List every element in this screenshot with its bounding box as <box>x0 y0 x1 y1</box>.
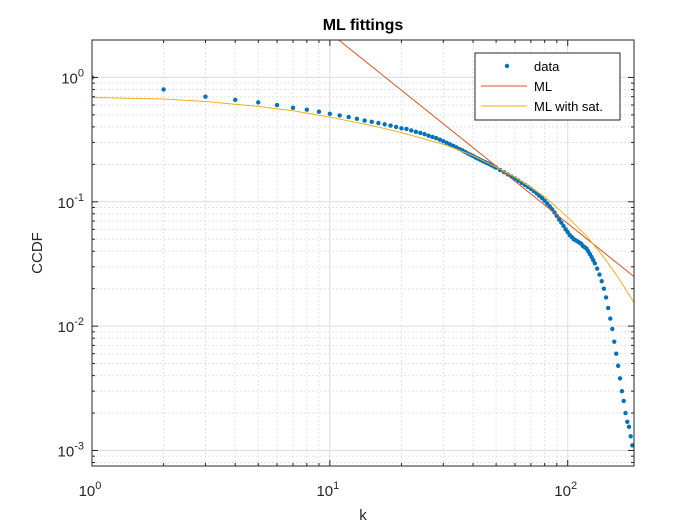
data-point <box>601 286 607 291</box>
data-point <box>594 266 600 271</box>
data-point <box>617 376 623 381</box>
tick-marks <box>91 39 634 466</box>
data-point <box>556 217 562 222</box>
tick-labels: 100 101 102 10-3 10-2 10-1 100 <box>58 67 578 500</box>
data-point <box>304 107 309 112</box>
data-point <box>437 137 443 142</box>
y-tick-label: 10-3 <box>58 440 84 460</box>
data-point <box>444 140 449 146</box>
y-axis-label: CCDF <box>29 232 46 274</box>
legend-label-data: data <box>534 59 560 74</box>
data-point <box>559 220 564 225</box>
x-axis-label: k <box>359 507 367 524</box>
series-layer <box>92 40 634 448</box>
series-line-1 <box>338 40 634 278</box>
chart-title: ML fittings <box>323 17 404 34</box>
data-point <box>316 109 322 114</box>
plot-box <box>91 39 635 467</box>
data-point <box>547 204 552 209</box>
data-point <box>413 129 419 135</box>
data-point <box>399 126 404 131</box>
data-point <box>382 122 387 127</box>
data-point <box>628 434 633 439</box>
data-point <box>354 116 360 121</box>
data-point <box>545 201 550 206</box>
data-point <box>630 443 634 448</box>
data-point <box>430 134 435 140</box>
legend-label-ml: ML <box>534 79 552 94</box>
data-point <box>505 172 511 177</box>
data-point <box>393 124 399 130</box>
data-point <box>592 261 597 266</box>
data-point <box>203 94 208 99</box>
y-tick-label: 100 <box>61 67 84 87</box>
data-point <box>621 398 626 404</box>
x-tick-label: 100 <box>79 480 102 500</box>
data-point <box>615 363 621 368</box>
data-point <box>441 139 446 144</box>
data-point <box>422 131 427 137</box>
x-tick-label: 102 <box>554 480 577 500</box>
legend-marker-data <box>504 63 510 69</box>
data-point <box>591 257 596 263</box>
data-point <box>388 123 393 128</box>
data-point <box>623 410 628 416</box>
data-point <box>610 326 615 332</box>
data-point <box>404 126 409 132</box>
data-point <box>327 111 333 116</box>
data-point <box>561 223 566 229</box>
data-point <box>599 278 604 284</box>
data-point <box>606 305 611 311</box>
data-point <box>612 339 617 344</box>
data-point <box>346 114 351 120</box>
legend-label-ml-sat: ML with sat. <box>534 99 603 114</box>
data-point <box>619 388 625 394</box>
x-tick-label: 101 <box>316 480 339 500</box>
data-point <box>256 100 261 105</box>
data-point <box>597 272 602 277</box>
data-point <box>608 316 613 321</box>
data-point <box>434 135 439 141</box>
data-point <box>369 119 374 124</box>
data-point <box>626 424 632 429</box>
data-point <box>161 87 166 92</box>
data-point <box>418 130 423 136</box>
data-point <box>603 295 609 300</box>
y-tick-label: 10-1 <box>58 192 84 212</box>
data-point <box>614 351 619 356</box>
series-line-2 <box>92 96 634 303</box>
data-point <box>362 118 367 123</box>
data-point <box>376 120 381 126</box>
data-point <box>625 419 630 425</box>
data-point <box>337 113 342 118</box>
data-point <box>409 128 414 133</box>
data-point <box>290 105 296 110</box>
data-point <box>426 133 431 138</box>
legend: data ML ML with sat. <box>474 52 621 121</box>
data-point <box>274 102 280 108</box>
data-point <box>233 97 238 103</box>
y-tick-label: 10-2 <box>58 316 84 336</box>
data-point <box>554 213 560 219</box>
